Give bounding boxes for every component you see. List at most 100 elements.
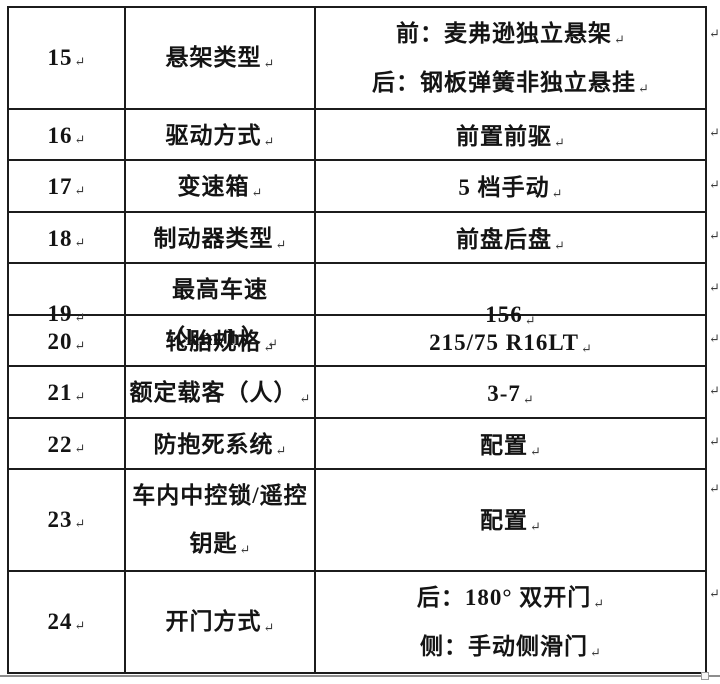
spec-value-cell: 前盘后盘 ↵ bbox=[316, 213, 705, 265]
row-number-cell: 23 ↵ bbox=[9, 470, 126, 570]
table-row: 21 ↵ 额定载客（人） ↵ 3-7 ↵ bbox=[9, 367, 705, 419]
spec-name-cell: 额定载客（人） ↵ bbox=[126, 367, 316, 419]
table-row: 23 ↵ 车内中控锁/遥控钥匙 ↵ 配置 ↵ bbox=[9, 470, 705, 572]
row-number-cell: 19 ↵ bbox=[9, 264, 126, 364]
spec-value-line: 配置 bbox=[480, 507, 529, 533]
paragraph-mark-icon: ↵ bbox=[709, 26, 720, 41]
row-number-cell: 22 ↵ bbox=[9, 419, 126, 471]
spec-name-cell: 车内中控锁/遥控钥匙 ↵ bbox=[126, 470, 316, 570]
paragraph-mark-icon: ↵ bbox=[709, 280, 720, 295]
spec-name: 轮胎规格 bbox=[165, 329, 262, 354]
page-bottom-line bbox=[0, 675, 720, 677]
paragraph-mark-icon: ↵ bbox=[709, 586, 720, 601]
spec-name: 开门方式 bbox=[165, 609, 262, 634]
row-number: 23 bbox=[47, 507, 73, 532]
spec-name-cell: 制动器类型 ↵ bbox=[126, 213, 316, 265]
paragraph-mark-icon: ↵ bbox=[299, 391, 311, 406]
spec-name: 最高车速（km/h） bbox=[161, 277, 268, 350]
spec-name-cell: 轮胎规格 ↵ bbox=[126, 316, 316, 368]
table-row: 19 ↵ 最高车速（km/h） ↵ 156 ↵ bbox=[9, 264, 705, 364]
spec-name: 悬架类型 bbox=[165, 45, 262, 70]
row-number: 15 bbox=[47, 45, 73, 70]
vehicle-spec-table: 15 ↵ 悬架类型 ↵ 前：麦弗逊独立悬架 ↵ 后：钢板弹簧非独立悬挂 ↵ 16 ↵ 驱动… bbox=[7, 6, 707, 674]
spec-value-line: 后：钢板弹簧非独立悬挂 bbox=[372, 70, 637, 95]
row-number-cell: 20 ↵ bbox=[9, 316, 126, 368]
spec-value-line: 5 档手动 bbox=[458, 174, 550, 200]
row-number-cell: 17 ↵ bbox=[9, 161, 126, 213]
row-number: 18 bbox=[47, 226, 73, 251]
paragraph-mark-icon: ↵ bbox=[74, 131, 86, 147]
spec-name: 防抱死系统 bbox=[153, 432, 274, 457]
table-row: 24 ↵ 开门方式 ↵ 后：180° 双开门 ↵ 侧：手动侧滑门 ↵ bbox=[9, 572, 705, 672]
row-number: 17 bbox=[47, 174, 73, 199]
spec-value-line: 配置 bbox=[480, 432, 529, 458]
row-number: 21 bbox=[47, 380, 73, 405]
paragraph-mark-icon: ↵ bbox=[522, 391, 534, 407]
spec-name-cell: 变速箱 ↵ bbox=[126, 161, 316, 213]
paragraph-mark-icon: ↵ bbox=[251, 185, 263, 200]
paragraph-mark-icon: ↵ bbox=[709, 125, 720, 140]
spec-name-cell: 防抱死系统 ↵ bbox=[126, 419, 316, 471]
paragraph-mark-icon: ↵ bbox=[580, 340, 592, 356]
paragraph-mark-icon: ↵ bbox=[74, 515, 86, 531]
paragraph-mark-icon: ↵ bbox=[554, 237, 565, 253]
paragraph-mark-icon: ↵ bbox=[590, 645, 601, 660]
spec-value-line: 前：麦弗逊独立悬架 bbox=[396, 21, 613, 46]
paragraph-mark-icon: ↵ bbox=[530, 443, 541, 459]
spec-value-cell: 配置 ↵ bbox=[316, 470, 705, 570]
spec-value-cell: 215/75 R16LT ↵ bbox=[316, 316, 705, 368]
spec-value-cell: 后：180° 双开门 ↵ 侧：手动侧滑门 ↵ bbox=[316, 572, 705, 672]
spec-value-cell: 前置前驱 ↵ bbox=[316, 110, 705, 162]
paragraph-mark-icon: ↵ bbox=[551, 185, 563, 201]
paragraph-mark-icon: ↵ bbox=[74, 182, 86, 198]
paragraph-mark-icon: ↵ bbox=[638, 81, 649, 96]
row-number: 24 bbox=[47, 609, 73, 634]
table-row: 20 ↵ 轮胎规格 ↵ 215/75 R16LT ↵ bbox=[9, 316, 705, 368]
paragraph-mark-icon: ↵ bbox=[593, 596, 605, 611]
spec-value-cell: 5 档手动 ↵ bbox=[316, 161, 705, 213]
paragraph-mark-icon: ↵ bbox=[530, 518, 541, 534]
paragraph-mark-icon: ↵ bbox=[709, 434, 720, 449]
row-number-cell: 16 ↵ bbox=[9, 110, 126, 162]
paragraph-mark-icon: ↵ bbox=[709, 481, 720, 496]
paragraph-mark-icon: ↵ bbox=[524, 312, 536, 328]
row-number-cell: 24 ↵ bbox=[9, 572, 126, 672]
spec-value-line: 后：180° 双开门 bbox=[416, 585, 592, 610]
spec-value-cell: 配置 ↵ bbox=[316, 419, 705, 471]
table-row: 15 ↵ 悬架类型 ↵ 前：麦弗逊独立悬架 ↵ 后：钢板弹簧非独立悬挂 ↵ bbox=[9, 8, 705, 110]
spec-name: 制动器类型 bbox=[153, 226, 274, 251]
spec-value-line: 前置前驱 bbox=[456, 123, 553, 149]
paragraph-mark-icon: ↵ bbox=[709, 177, 720, 192]
table-row: 18 ↵ 制动器类型 ↵ 前盘后盘 ↵ bbox=[9, 213, 705, 265]
row-number: 22 bbox=[47, 432, 73, 457]
paragraph-mark-icon: ↵ bbox=[614, 32, 625, 47]
spec-value-cell: 3-7 ↵ bbox=[316, 367, 705, 419]
paragraph-mark-icon: ↵ bbox=[263, 56, 275, 71]
paragraph-mark-icon: ↵ bbox=[74, 440, 86, 456]
paragraph-mark-icon: ↵ bbox=[275, 237, 287, 252]
spec-value-line: 215/75 R16LT bbox=[429, 329, 579, 355]
paragraph-mark-icon: ↵ bbox=[709, 383, 720, 398]
spec-value-line: 前盘后盘 bbox=[456, 226, 553, 252]
spec-name-cell: 悬架类型 ↵ bbox=[126, 8, 316, 108]
paragraph-mark-icon: ↵ bbox=[263, 134, 275, 149]
paragraph-mark-icon: ↵ bbox=[74, 388, 86, 404]
row-number: 19 bbox=[47, 301, 73, 326]
spec-value-line: 侧：手动侧滑门 bbox=[420, 634, 589, 659]
paragraph-mark-icon: ↵ bbox=[267, 336, 279, 351]
spec-value-line: 3-7 bbox=[487, 380, 521, 406]
row-number: 16 bbox=[47, 123, 73, 148]
paragraph-mark-icon: ↵ bbox=[554, 134, 565, 150]
paragraph-mark-icon: ↵ bbox=[709, 228, 720, 243]
table-row: 17 ↵ 变速箱 ↵ 5 档手动 ↵ bbox=[9, 161, 705, 213]
row-number-cell: 21 ↵ bbox=[9, 367, 126, 419]
paragraph-mark-icon: ↵ bbox=[263, 620, 275, 635]
spec-value-cell: 前：麦弗逊独立悬架 ↵ 后：钢板弹簧非独立悬挂 ↵ bbox=[316, 8, 705, 108]
paragraph-mark-icon: ↵ bbox=[709, 331, 720, 346]
end-marker-square bbox=[701, 672, 709, 680]
paragraph-mark-icon: ↵ bbox=[74, 234, 86, 250]
spec-name: 车内中控锁/遥控钥匙 bbox=[132, 483, 308, 556]
paragraph-mark-icon: ↵ bbox=[239, 542, 251, 557]
paragraph-mark-icon: ↵ bbox=[275, 443, 287, 458]
